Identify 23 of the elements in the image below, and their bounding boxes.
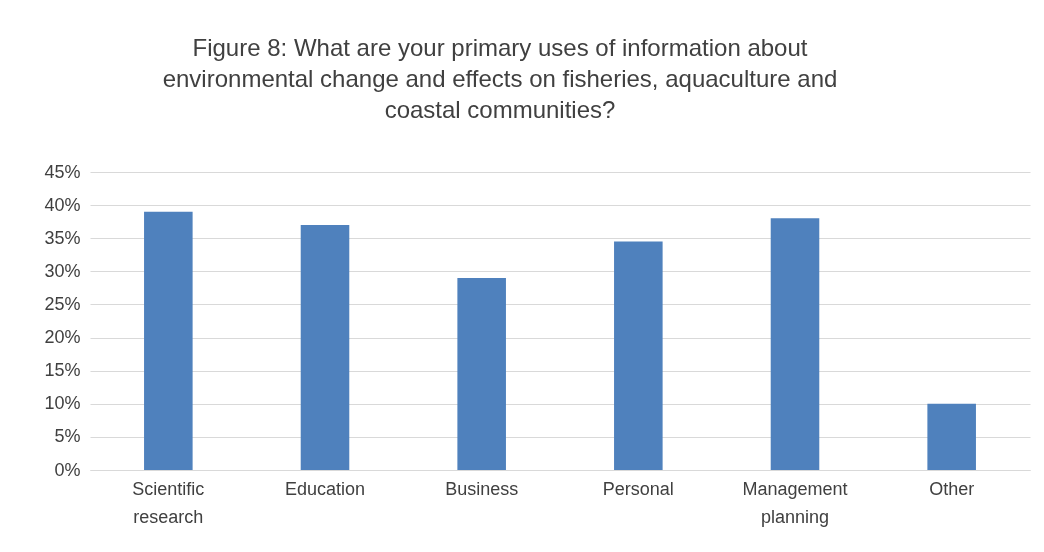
y-tick-label: 0% bbox=[54, 459, 81, 480]
x-tick-label: Business bbox=[445, 478, 519, 499]
x-tick-label: Scientific research bbox=[132, 478, 205, 527]
chart-title: Figure 8: What are your primary uses of information about environmental change and effects on fisheries, aquaculture and coastal communities? bbox=[162, 34, 838, 123]
bar bbox=[457, 277, 506, 470]
y-tick-label: 15% bbox=[44, 360, 81, 381]
y-tick-label: 35% bbox=[44, 227, 81, 248]
x-tick-label: Education bbox=[284, 478, 366, 499]
bar bbox=[144, 211, 193, 470]
bar bbox=[300, 224, 350, 470]
bar bbox=[770, 218, 820, 470]
bar bbox=[614, 241, 663, 470]
y-tick-label: 25% bbox=[44, 293, 81, 314]
y-tick-label: 30% bbox=[44, 260, 81, 281]
x-tick-label: Personal bbox=[602, 478, 674, 499]
x-tick-label: Other bbox=[929, 478, 975, 499]
bar bbox=[927, 403, 976, 470]
x-tick-label: Management planning bbox=[742, 478, 848, 527]
y-tick-label: 45% bbox=[44, 161, 81, 182]
y-tick-label: 40% bbox=[44, 194, 81, 215]
y-tick-label: 10% bbox=[44, 393, 81, 414]
y-tick-label: 5% bbox=[54, 426, 81, 447]
y-tick-label: 20% bbox=[44, 327, 81, 348]
